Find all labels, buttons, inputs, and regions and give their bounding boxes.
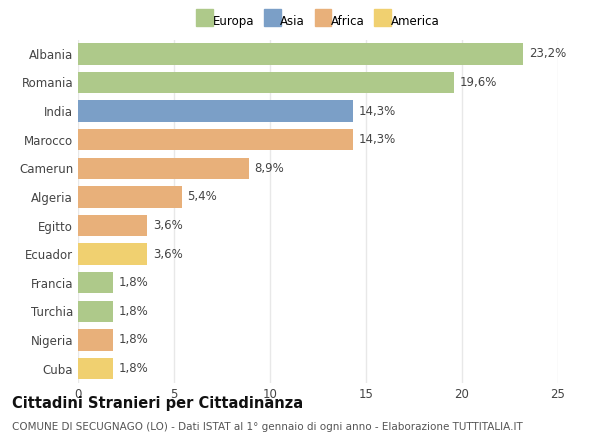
Text: Cittadini Stranieri per Cittadinanza: Cittadini Stranieri per Cittadinanza: [12, 396, 303, 411]
Text: 8,9%: 8,9%: [254, 162, 284, 175]
Text: 1,8%: 1,8%: [118, 334, 148, 346]
Text: 1,8%: 1,8%: [118, 305, 148, 318]
Bar: [78, 186, 182, 208]
Text: 14,3%: 14,3%: [358, 133, 395, 146]
Bar: [78, 272, 113, 293]
Bar: [78, 72, 454, 93]
Text: 1,8%: 1,8%: [118, 276, 148, 289]
Bar: [78, 301, 113, 322]
Text: 1,8%: 1,8%: [118, 362, 148, 375]
Text: 14,3%: 14,3%: [358, 105, 395, 117]
Text: 3,6%: 3,6%: [153, 219, 182, 232]
Text: COMUNE DI SECUGNAGO (LO) - Dati ISTAT al 1° gennaio di ogni anno - Elaborazione : COMUNE DI SECUGNAGO (LO) - Dati ISTAT al…: [12, 422, 523, 433]
Bar: [78, 100, 353, 122]
Bar: [78, 358, 113, 379]
Bar: [78, 329, 113, 351]
Bar: [78, 129, 353, 150]
Text: 19,6%: 19,6%: [460, 76, 497, 89]
Bar: [78, 243, 147, 265]
Legend: Europa, Asia, Africa, America: Europa, Asia, Africa, America: [194, 13, 442, 30]
Text: 23,2%: 23,2%: [529, 48, 566, 60]
Text: 5,4%: 5,4%: [187, 191, 217, 203]
Bar: [78, 158, 249, 179]
Bar: [78, 215, 147, 236]
Text: 3,6%: 3,6%: [153, 248, 182, 260]
Bar: [78, 43, 523, 65]
